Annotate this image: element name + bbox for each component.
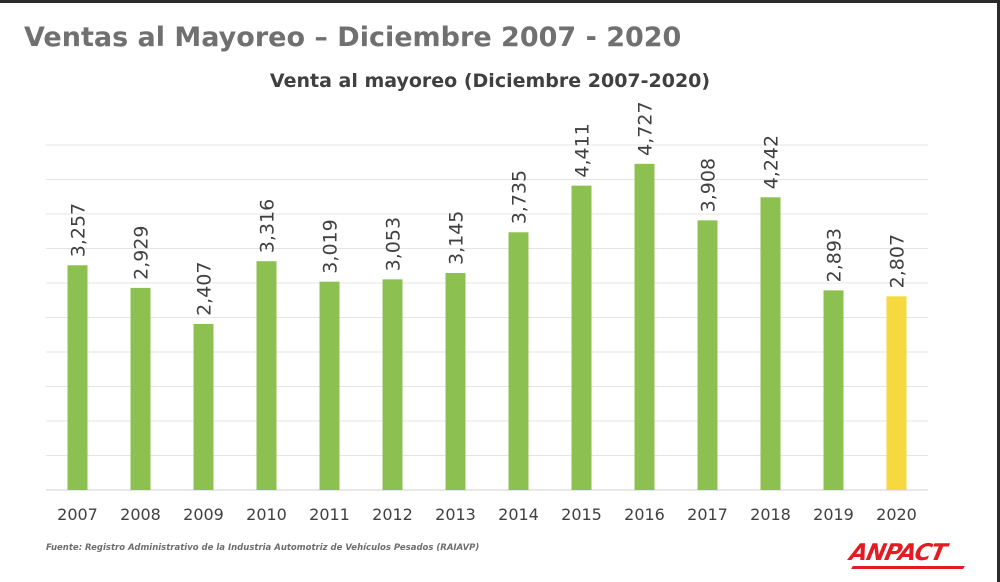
- bar-2019: [823, 290, 844, 490]
- x-tick-label-2017: 2017: [687, 505, 728, 524]
- x-tick-label-2011: 2011: [309, 505, 350, 524]
- bar-2015: [571, 185, 592, 491]
- bar-2008: [130, 287, 151, 490]
- value-label-2019: 2,893: [824, 228, 846, 282]
- value-label-2007: 3,257: [68, 203, 90, 257]
- chart-title: Venta al mayoreo (Diciembre 2007-2020): [269, 70, 711, 92]
- chart-gridlines: [46, 144, 928, 491]
- anpact-logo: ANPACT: [847, 538, 976, 574]
- x-tick-label-2016: 2016: [624, 505, 665, 524]
- x-tick-label-2013: 2013: [435, 505, 476, 524]
- x-tick-label-2015: 2015: [561, 505, 602, 524]
- bar-2018: [760, 197, 781, 490]
- chart-x-axis-labels: 2007 2008 2009 2010 2011 2012 2013 2014 2015 2016…: [57, 505, 917, 524]
- value-label-2014: 3,735: [509, 170, 531, 224]
- bar-2009: [193, 323, 214, 490]
- x-tick-label-2020: 2020: [876, 505, 917, 524]
- source-note: Fuente: Registro Administrativo de la In…: [46, 543, 480, 553]
- value-label-2013: 3,145: [446, 211, 468, 265]
- bar-2016: [634, 163, 655, 490]
- bar-2010: [256, 261, 277, 490]
- right-border: [997, 0, 1000, 582]
- x-tick-label-2008: 2008: [120, 505, 161, 524]
- value-label-2016: 4,727: [635, 101, 657, 155]
- x-tick-label-2019: 2019: [813, 505, 854, 524]
- logo-underline: [851, 566, 965, 569]
- value-label-2009: 2,407: [194, 262, 216, 316]
- x-tick-label-2014: 2014: [498, 505, 539, 524]
- bar-2013: [445, 272, 466, 490]
- value-label-2008: 2,929: [131, 225, 153, 279]
- value-label-2011: 3,019: [320, 219, 342, 273]
- bar-2011: [319, 281, 340, 490]
- chart-bars: [67, 163, 907, 491]
- page-title: Ventas al Mayoreo – Diciembre 2007 - 202…: [24, 22, 682, 53]
- value-label-2017: 3,908: [698, 158, 720, 212]
- value-label-2015: 4,411: [572, 123, 594, 177]
- x-tick-label-2018: 2018: [750, 505, 791, 524]
- value-label-2020: 2,807: [887, 234, 909, 288]
- bar-2014: [508, 232, 529, 490]
- top-border: [0, 0, 1000, 3]
- x-tick-label-2010: 2010: [246, 505, 287, 524]
- logo-text: ANPACT: [847, 540, 949, 566]
- bar-2012: [382, 279, 403, 490]
- x-tick-label-2007: 2007: [57, 505, 98, 524]
- value-label-2010: 3,316: [257, 199, 279, 253]
- bar-2020: [886, 296, 907, 490]
- bar-2017: [697, 220, 718, 490]
- value-label-2012: 3,053: [383, 217, 405, 271]
- value-label-2018: 4,242: [761, 135, 783, 189]
- x-tick-label-2009: 2009: [183, 505, 224, 524]
- chart-value-labels: 3,257 2,929 2,407 3,316 3,019 3,053 3,145 3,735…: [68, 101, 909, 315]
- x-tick-label-2012: 2012: [372, 505, 413, 524]
- bar-2007: [67, 265, 88, 490]
